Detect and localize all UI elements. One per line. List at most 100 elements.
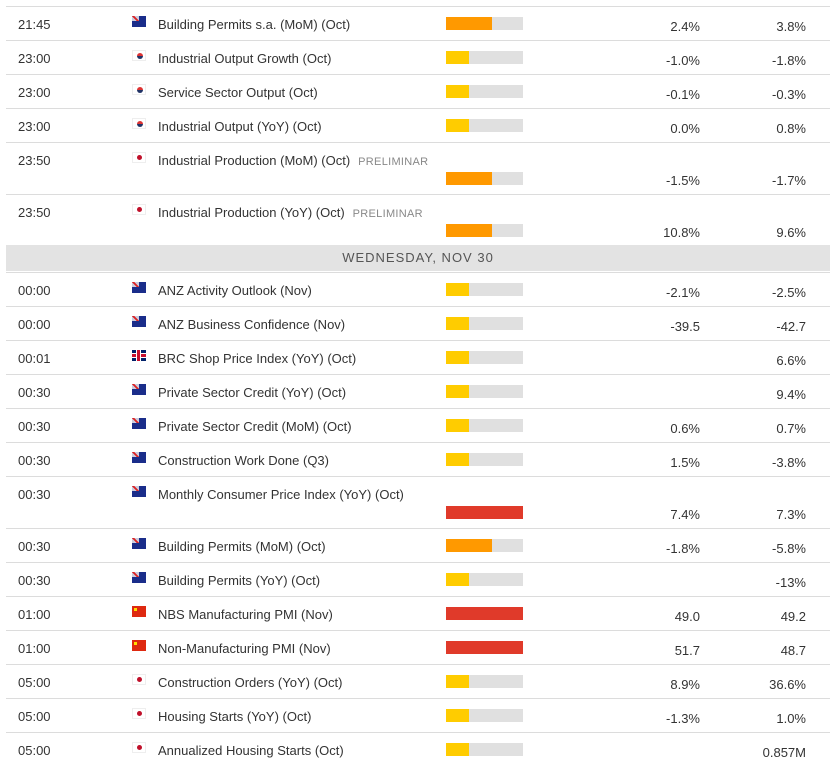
- previous-value: -3.8%: [772, 455, 806, 470]
- event-row[interactable]: 23:50 Industrial Production (MoM) (Oct) P…: [6, 142, 830, 194]
- flag-kr-icon: [132, 118, 146, 129]
- event-row[interactable]: 05:00 Housing Starts (YoY) (Oct) -1.3% 1…: [6, 698, 830, 732]
- event-name[interactable]: NBS Manufacturing PMI (Nov): [158, 607, 333, 622]
- event-time: 05:00: [18, 709, 51, 724]
- flag-au-icon: [132, 16, 146, 27]
- event-name[interactable]: Annualized Housing Starts (Oct): [158, 743, 344, 758]
- previous-value: 49.2: [780, 609, 806, 624]
- impact-bar: [446, 224, 523, 237]
- event-title: NBS Manufacturing PMI (Nov): [158, 607, 333, 622]
- event-name[interactable]: Industrial Output (YoY) (Oct): [158, 119, 322, 134]
- event-row[interactable]: 00:30 Construction Work Done (Q3) 1.5% -…: [6, 442, 830, 476]
- event-time: 05:00: [18, 743, 51, 758]
- actual-value: 7.4%: [670, 507, 700, 522]
- impact-fill: [446, 119, 470, 132]
- impact-bar: [446, 51, 523, 64]
- event-title: Industrial Output (YoY) (Oct): [158, 119, 322, 134]
- impact-fill: [446, 607, 523, 620]
- event-row[interactable]: 05:00 Construction Orders (YoY) (Oct) 8.…: [6, 664, 830, 698]
- actual-value: 2.4%: [670, 19, 700, 34]
- event-name[interactable]: Building Permits (YoY) (Oct): [158, 573, 320, 588]
- event-row[interactable]: 01:00 NBS Manufacturing PMI (Nov) 49.0 4…: [6, 596, 830, 630]
- impact-bar: [446, 743, 523, 756]
- previous-value: -1.8%: [772, 53, 806, 68]
- event-row[interactable]: 21:45 Building Permits s.a. (MoM) (Oct) …: [6, 6, 830, 40]
- event-name[interactable]: ANZ Business Confidence (Nov): [158, 317, 345, 332]
- actual-value: -1.8%: [666, 541, 700, 556]
- event-tag: PRELIMINAR: [358, 156, 429, 168]
- flag-cn-icon: [132, 606, 146, 617]
- event-row[interactable]: 00:30 Private Sector Credit (MoM) (Oct) …: [6, 408, 830, 442]
- impact-fill: [446, 385, 470, 398]
- event-time: 23:00: [18, 51, 51, 66]
- impact-bar: [446, 539, 523, 552]
- event-name[interactable]: Construction Work Done (Q3): [158, 453, 329, 468]
- event-row[interactable]: 00:30 Building Permits (MoM) (Oct) -1.8%…: [6, 528, 830, 562]
- event-name[interactable]: Service Sector Output (Oct): [158, 85, 318, 100]
- impact-fill: [446, 85, 470, 98]
- impact-bar: [446, 641, 523, 654]
- event-row[interactable]: 23:50 Industrial Production (YoY) (Oct) P…: [6, 194, 830, 246]
- flag-kr-icon: [132, 50, 146, 61]
- impact-fill: [446, 453, 470, 466]
- event-time: 23:50: [18, 205, 51, 220]
- event-name[interactable]: ANZ Activity Outlook (Nov): [158, 283, 312, 298]
- flag-jp-icon: [132, 742, 146, 753]
- impact-fill: [446, 224, 493, 237]
- event-name[interactable]: Industrial Production (YoY) (Oct) PRELIMI…: [158, 205, 423, 220]
- flag-jp-icon: [132, 708, 146, 719]
- event-row[interactable]: 23:00 Industrial Output Growth (Oct) -1.…: [6, 40, 830, 74]
- event-title: Construction Orders (YoY) (Oct): [158, 675, 343, 690]
- event-row[interactable]: 00:30 Private Sector Credit (YoY) (Oct) …: [6, 374, 830, 408]
- flag-au-icon: [132, 384, 146, 395]
- event-row[interactable]: 23:00 Industrial Output (YoY) (Oct) 0.0%…: [6, 108, 830, 142]
- event-row[interactable]: 01:00 Non-Manufacturing PMI (Nov) 51.7 4…: [6, 630, 830, 664]
- event-row[interactable]: 00:00 ANZ Activity Outlook (Nov) -2.1% -…: [6, 272, 830, 306]
- event-row[interactable]: 00:00 ANZ Business Confidence (Nov) -39.…: [6, 306, 830, 340]
- impact-fill: [446, 506, 523, 519]
- event-row[interactable]: 00:01 BRC Shop Price Index (YoY) (Oct) 6…: [6, 340, 830, 374]
- impact-bar: [446, 506, 523, 519]
- actual-value: 8.9%: [670, 677, 700, 692]
- impact-bar: [446, 172, 523, 185]
- event-time: 23:50: [18, 153, 51, 168]
- event-name[interactable]: Private Sector Credit (YoY) (Oct): [158, 385, 346, 400]
- event-name[interactable]: Housing Starts (YoY) (Oct): [158, 709, 311, 724]
- event-name[interactable]: Non-Manufacturing PMI (Nov): [158, 641, 331, 656]
- event-name[interactable]: BRC Shop Price Index (YoY) (Oct): [158, 351, 356, 366]
- event-name[interactable]: Industrial Production (MoM) (Oct) PRELIMI…: [158, 153, 428, 168]
- event-title: Building Permits (MoM) (Oct): [158, 539, 326, 554]
- impact-fill: [446, 419, 470, 432]
- event-title: Building Permits s.a. (MoM) (Oct): [158, 17, 351, 32]
- event-name[interactable]: Private Sector Credit (MoM) (Oct): [158, 419, 352, 434]
- event-name[interactable]: Building Permits s.a. (MoM) (Oct): [158, 17, 350, 32]
- impact-fill: [446, 743, 470, 756]
- impact-bar: [446, 385, 523, 398]
- event-time: 00:00: [18, 317, 51, 332]
- actual-value: -2.1%: [666, 285, 700, 300]
- event-time: 21:45: [18, 17, 51, 32]
- previous-value: 1.0%: [776, 711, 806, 726]
- flag-jp-icon: [132, 204, 146, 215]
- event-row[interactable]: 00:30 Building Permits (YoY) (Oct) -13%: [6, 562, 830, 596]
- event-name[interactable]: Construction Orders (YoY) (Oct): [158, 675, 342, 690]
- impact-fill: [446, 641, 523, 654]
- event-time: 00:30: [18, 385, 51, 400]
- event-row[interactable]: 05:00 Annualized Housing Starts (Oct) 0.…: [6, 732, 830, 761]
- previous-value: 0.857M: [762, 745, 806, 760]
- impact-bar: [446, 419, 523, 432]
- event-name[interactable]: Industrial Output Growth (Oct): [158, 51, 331, 66]
- event-name[interactable]: Monthly Consumer Price Index (YoY) (Oct): [158, 487, 404, 502]
- event-row[interactable]: 00:30 Monthly Consumer Price Index (YoY)…: [6, 476, 830, 528]
- previous-value: 6.6%: [776, 353, 806, 368]
- impact-bar: [446, 119, 523, 132]
- flag-au-icon: [132, 316, 146, 327]
- impact-fill: [446, 351, 470, 364]
- impact-fill: [446, 539, 493, 552]
- event-row[interactable]: 23:00 Service Sector Output (Oct) -0.1% …: [6, 74, 830, 108]
- impact-fill: [446, 17, 493, 30]
- event-name[interactable]: Building Permits (MoM) (Oct): [158, 539, 326, 554]
- previous-value: 9.6%: [776, 225, 806, 240]
- actual-value: 0.6%: [670, 421, 700, 436]
